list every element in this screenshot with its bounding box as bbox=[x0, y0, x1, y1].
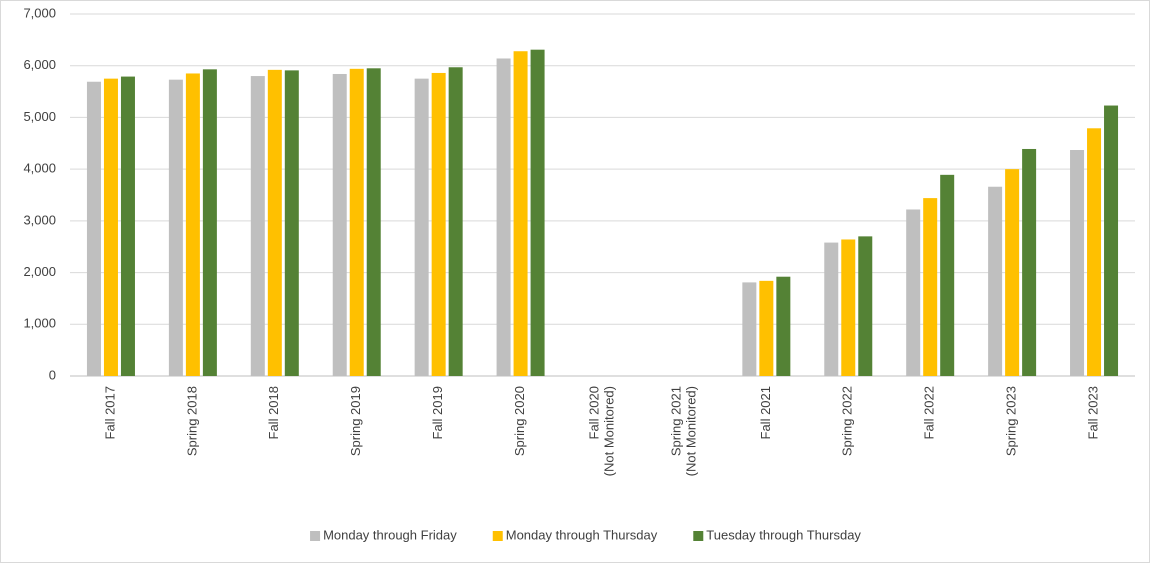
bar bbox=[86, 81, 101, 376]
bar bbox=[496, 58, 511, 377]
x-tick-label: Fall 2020 bbox=[586, 386, 601, 439]
y-tick-label: 6,000 bbox=[23, 57, 56, 72]
bar bbox=[431, 72, 446, 376]
bar bbox=[1104, 105, 1119, 376]
legend-swatch bbox=[492, 531, 503, 541]
legend-label: Monday through Thursday bbox=[506, 527, 658, 542]
legend-label: Monday through Friday bbox=[323, 527, 457, 542]
y-tick-label: 1,000 bbox=[23, 316, 56, 331]
x-tick-label: (Not Monitored) bbox=[683, 386, 698, 476]
x-tick-label: Spring 2020 bbox=[512, 386, 527, 456]
bar bbox=[923, 198, 938, 376]
bar bbox=[168, 79, 183, 377]
x-tick-label: Fall 2017 bbox=[102, 386, 117, 439]
bar bbox=[1022, 148, 1037, 376]
y-tick-label: 0 bbox=[49, 367, 56, 382]
x-tick-label: Spring 2021 bbox=[668, 386, 683, 456]
bar bbox=[185, 73, 200, 376]
x-tick-label: Fall 2019 bbox=[430, 386, 445, 439]
bar bbox=[1070, 150, 1085, 376]
bar bbox=[858, 236, 873, 376]
y-tick-label: 7,000 bbox=[23, 5, 56, 20]
bar bbox=[414, 78, 429, 377]
y-tick-label: 4,000 bbox=[23, 161, 56, 176]
bar bbox=[759, 280, 774, 376]
x-tick-label: Fall 2021 bbox=[758, 386, 773, 439]
bar bbox=[906, 209, 921, 376]
x-tick-label: Spring 2022 bbox=[840, 386, 855, 456]
bar bbox=[940, 174, 955, 376]
y-tick-label: 5,000 bbox=[23, 109, 56, 124]
bar bbox=[250, 76, 265, 377]
x-tick-label: Spring 2018 bbox=[184, 386, 199, 456]
bar bbox=[284, 70, 299, 377]
bar bbox=[513, 51, 528, 377]
bar bbox=[1005, 169, 1020, 376]
x-tick-label: Spring 2019 bbox=[348, 386, 363, 456]
bar bbox=[349, 68, 364, 377]
bar bbox=[776, 276, 791, 376]
bar bbox=[202, 69, 217, 376]
bar bbox=[332, 73, 347, 376]
bar bbox=[103, 78, 118, 377]
x-tick-label: Fall 2022 bbox=[922, 386, 937, 439]
x-tick-label: (Not Monitored) bbox=[601, 386, 616, 476]
bar bbox=[530, 49, 545, 376]
x-tick-label: Fall 2023 bbox=[1085, 386, 1100, 439]
y-tick-label: 2,000 bbox=[23, 264, 56, 279]
bar bbox=[742, 282, 757, 376]
x-tick-label: Spring 2023 bbox=[1004, 386, 1019, 456]
legend: Monday through Friday Monday through Thur… bbox=[310, 527, 861, 542]
legend-label: Tuesday through Thursday bbox=[706, 527, 861, 542]
bar bbox=[1087, 128, 1102, 376]
bar bbox=[841, 239, 856, 376]
legend-swatch bbox=[310, 531, 321, 541]
bar bbox=[120, 76, 135, 377]
bar bbox=[824, 242, 839, 376]
x-tick-label: Fall 2018 bbox=[266, 386, 281, 439]
y-tick-label: 3,000 bbox=[23, 212, 56, 227]
bar bbox=[267, 69, 282, 376]
bar bbox=[988, 186, 1003, 376]
bar bbox=[366, 68, 381, 377]
legend-swatch bbox=[693, 531, 704, 541]
bar bbox=[448, 67, 463, 376]
